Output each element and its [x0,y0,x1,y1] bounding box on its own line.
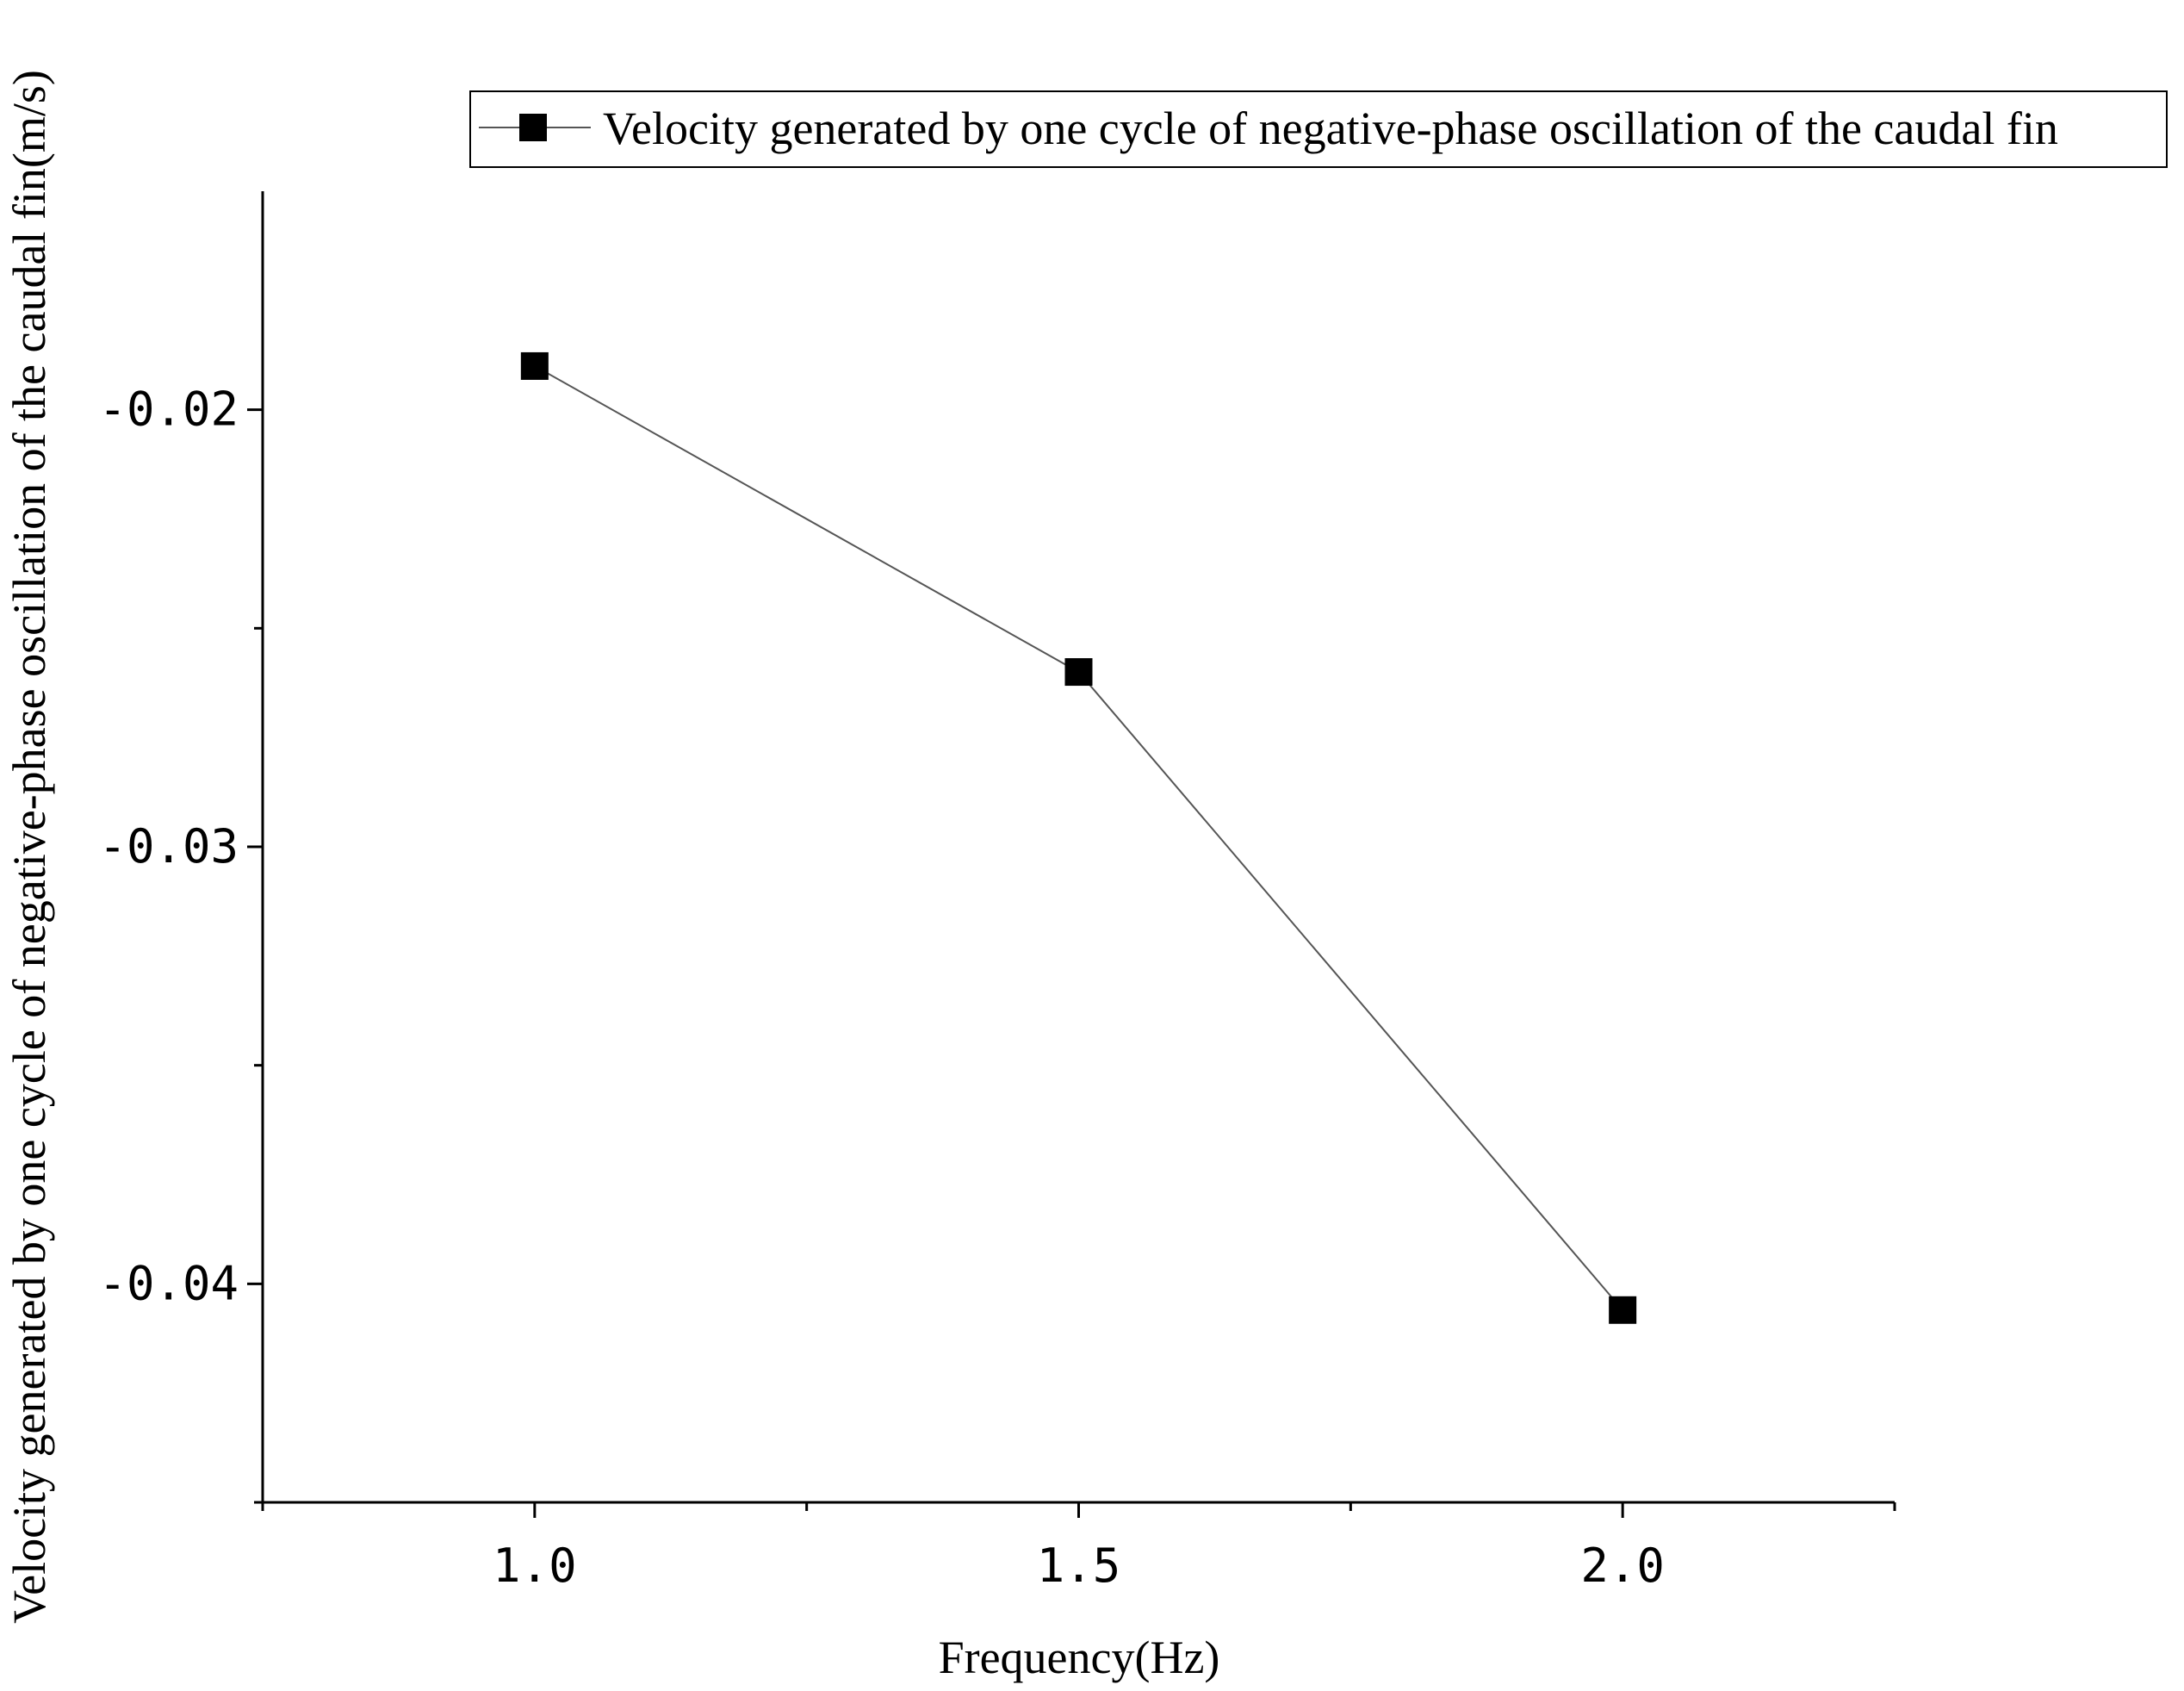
tick-labels: 1.0 1.5 2.0 -0.02 -0.03 -0.04 [98,382,1665,1593]
y-tick-label: -0.02 [98,382,239,437]
data-point-marker [1064,658,1093,687]
x-axis-title: Frequency(Hz) [939,1632,1220,1683]
x-tick-label: 1.5 [1037,1539,1121,1593]
y-tick-label: -0.03 [98,819,239,873]
x-tick-label: 2.0 [1580,1539,1665,1593]
data-point-marker [1609,1296,1637,1324]
ticks [247,408,1896,1518]
legend-box [469,90,2168,168]
axes [261,191,1895,1504]
y-axis-title: Velocity generated by one cycle of negat… [3,70,55,1624]
data-point-marker [520,351,549,380]
series-line [534,365,1623,1311]
legend-label: Velocity generated by one cycle of negat… [603,103,2058,154]
legend: Velocity generated by one cycle of negat… [469,90,2168,168]
legend-marker-icon [519,114,547,141]
series [520,351,1637,1324]
x-tick-label: 1.0 [493,1539,577,1593]
y-tick-label: -0.04 [98,1256,239,1310]
